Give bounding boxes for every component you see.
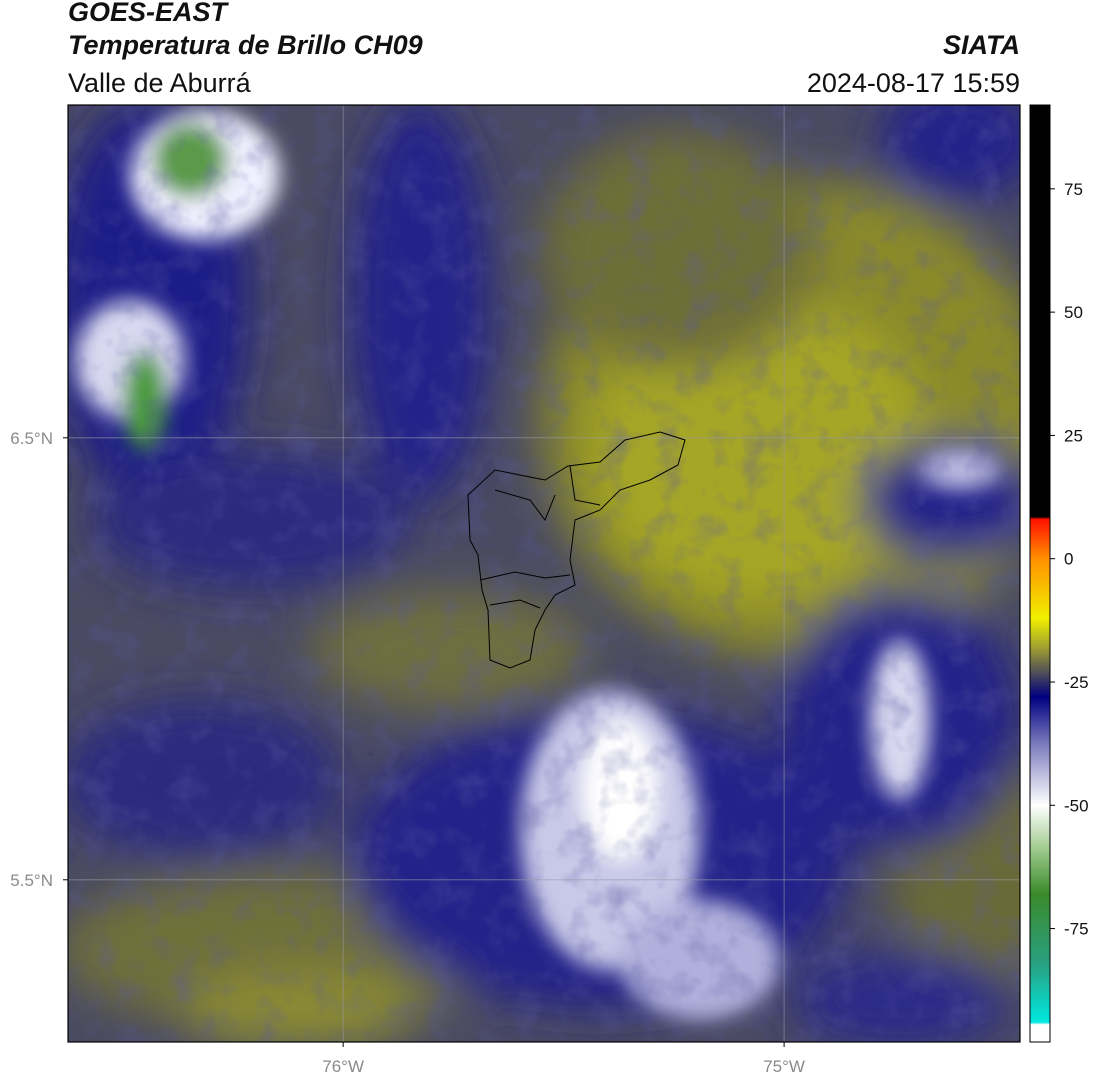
region: Valle de Aburrá	[68, 68, 252, 98]
colorbar-tick-label: 75	[1064, 180, 1083, 199]
colorbar-tick-label: -25	[1064, 673, 1089, 692]
timestamp: 2024-08-17 15:59	[807, 68, 1020, 98]
municipality-boundaries	[467, 431, 686, 669]
x-tick-label: 75°W	[763, 1057, 805, 1076]
y-tick-label: 5.5°N	[10, 871, 53, 890]
colorbar	[1029, 104, 1051, 1043]
colorbar-tick-label: 0	[1064, 550, 1073, 569]
colorbar-tick-label: -50	[1064, 796, 1089, 815]
map-frame	[67, 104, 1021, 1043]
source: SIATA	[943, 30, 1020, 60]
subtitle: Temperatura de Brillo CH09	[68, 30, 423, 60]
title: GOES-EAST	[68, 0, 230, 27]
colorbar-tick-label: 50	[1064, 303, 1083, 322]
colorbar-tick-label: -75	[1064, 920, 1089, 939]
colorbar-tick-label: 25	[1064, 426, 1083, 445]
satellite-field	[68, 105, 1020, 1042]
grid	[68, 105, 1020, 1042]
y-tick-label: 6.5°N	[10, 429, 53, 448]
x-tick-label: 76°W	[322, 1057, 364, 1076]
